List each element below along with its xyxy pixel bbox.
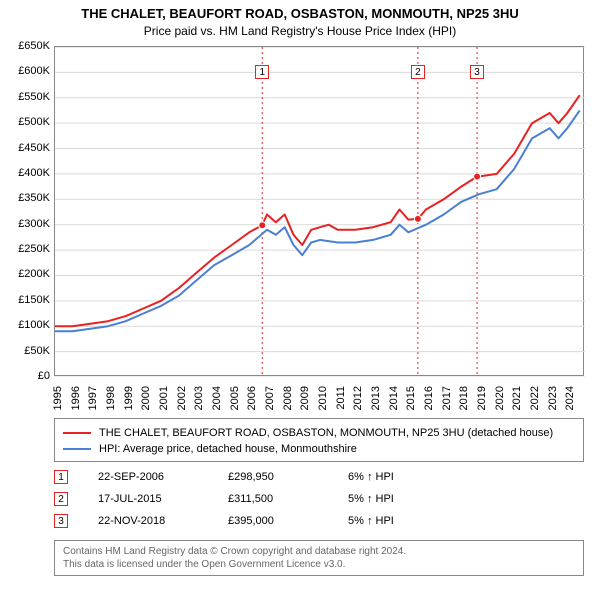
chart-subtitle: Price paid vs. HM Land Registry's House …	[0, 24, 600, 38]
y-tick-label: £500K	[6, 116, 50, 128]
x-tick-label: 2003	[193, 386, 205, 410]
y-tick-label: £300K	[6, 218, 50, 230]
event-date: 17-JUL-2015	[98, 493, 228, 505]
legend-item-property: THE CHALET, BEAUFORT ROAD, OSBASTON, MON…	[63, 425, 575, 441]
event-marker-1: 1	[54, 470, 68, 484]
y-tick-label: £600K	[6, 65, 50, 77]
legend-label-property: THE CHALET, BEAUFORT ROAD, OSBASTON, MON…	[99, 427, 553, 439]
x-tick-label: 2021	[511, 386, 523, 410]
x-tick-label: 2000	[140, 386, 152, 410]
x-tick-label: 2009	[299, 386, 311, 410]
legend: THE CHALET, BEAUFORT ROAD, OSBASTON, MON…	[54, 418, 584, 462]
legend-swatch-hpi	[63, 448, 91, 450]
legend-label-hpi: HPI: Average price, detached house, Monm…	[99, 443, 357, 455]
x-tick-label: 2007	[264, 386, 276, 410]
x-tick-label: 2001	[158, 386, 170, 410]
x-tick-label: 2011	[335, 386, 347, 410]
event-delta: 5% ↑ HPI	[348, 515, 468, 527]
y-tick-label: £450K	[6, 142, 50, 154]
plot-event-marker-3: 3	[470, 65, 484, 79]
x-tick-label: 2008	[282, 386, 294, 410]
sale-events-table: 1 22-SEP-2006 £298,950 6% ↑ HPI 2 17-JUL…	[54, 466, 584, 532]
price-chart: 1 2 3	[54, 46, 584, 376]
x-tick-label: 2013	[370, 386, 382, 410]
chart-title: THE CHALET, BEAUFORT ROAD, OSBASTON, MON…	[0, 6, 600, 21]
y-tick-label: £250K	[6, 243, 50, 255]
event-date: 22-SEP-2006	[98, 471, 228, 483]
legend-swatch-property	[63, 432, 91, 434]
y-tick-label: £150K	[6, 294, 50, 306]
event-date: 22-NOV-2018	[98, 515, 228, 527]
y-tick-label: £650K	[6, 40, 50, 52]
y-tick-label: £100K	[6, 319, 50, 331]
footer-line-1: Contains HM Land Registry data © Crown c…	[63, 545, 575, 558]
x-tick-label: 2017	[441, 386, 453, 410]
event-marker-3: 3	[54, 514, 68, 528]
event-price: £298,950	[228, 471, 348, 483]
x-tick-label: 2002	[176, 386, 188, 410]
x-tick-label: 2012	[352, 386, 364, 410]
legend-item-hpi: HPI: Average price, detached house, Monm…	[63, 441, 575, 457]
sale-event-row: 1 22-SEP-2006 £298,950 6% ↑ HPI	[54, 466, 584, 488]
x-tick-label: 2010	[317, 386, 329, 410]
plot-event-marker-2: 2	[411, 65, 425, 79]
y-tick-label: £550K	[6, 91, 50, 103]
event-marker-2: 2	[54, 492, 68, 506]
y-tick-label: £200K	[6, 268, 50, 280]
x-tick-label: 2024	[564, 386, 576, 410]
event-price: £311,500	[228, 493, 348, 505]
x-tick-label: 2005	[229, 386, 241, 410]
event-delta: 6% ↑ HPI	[348, 471, 468, 483]
x-tick-label: 2019	[476, 386, 488, 410]
sale-event-row: 3 22-NOV-2018 £395,000 5% ↑ HPI	[54, 510, 584, 532]
x-tick-label: 2014	[388, 386, 400, 410]
sale-event-row: 2 17-JUL-2015 £311,500 5% ↑ HPI	[54, 488, 584, 510]
x-tick-label: 1998	[105, 386, 117, 410]
attribution-footer: Contains HM Land Registry data © Crown c…	[54, 540, 584, 576]
x-tick-label: 2023	[547, 386, 559, 410]
y-tick-label: £350K	[6, 192, 50, 204]
plot-event-marker-1: 1	[255, 65, 269, 79]
x-tick-label: 1996	[70, 386, 82, 410]
x-tick-label: 2022	[529, 386, 541, 410]
x-tick-label: 2015	[405, 386, 417, 410]
x-tick-label: 2018	[458, 386, 470, 410]
x-tick-label: 2016	[423, 386, 435, 410]
y-tick-label: £0	[6, 370, 50, 382]
x-tick-label: 2020	[494, 386, 506, 410]
x-tick-label: 2004	[211, 386, 223, 410]
y-tick-label: £400K	[6, 167, 50, 179]
x-tick-label: 1995	[52, 386, 64, 410]
x-tick-label: 1997	[87, 386, 99, 410]
event-delta: 5% ↑ HPI	[348, 493, 468, 505]
footer-line-2: This data is licensed under the Open Gov…	[63, 558, 575, 571]
y-tick-label: £50K	[6, 345, 50, 357]
x-tick-label: 1999	[123, 386, 135, 410]
event-price: £395,000	[228, 515, 348, 527]
x-tick-label: 2006	[246, 386, 258, 410]
